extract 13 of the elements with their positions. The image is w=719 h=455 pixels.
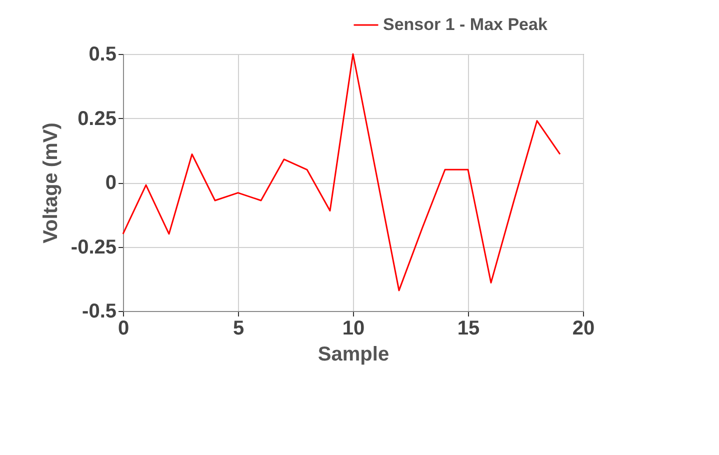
x-tick-label: 15: [457, 318, 480, 340]
y-tick-label: -0.25: [70, 236, 116, 258]
y-tick-label: -0.5: [82, 300, 116, 322]
x-tick-label: 10: [342, 318, 365, 340]
y-tick-label: 0.5: [88, 44, 116, 66]
y-tick-label: 0.25: [78, 108, 116, 130]
y-axis-title: Voltage (mV): [40, 122, 62, 244]
line-series: [122, 53, 561, 292]
x-axis-title: Sample: [318, 344, 390, 366]
y-tick-label: 0: [105, 172, 116, 194]
x-tick-label: 20: [572, 318, 595, 340]
x-tick-label: 5: [232, 318, 244, 340]
legend-label: Sensor 1 - Max Peak: [383, 15, 548, 34]
